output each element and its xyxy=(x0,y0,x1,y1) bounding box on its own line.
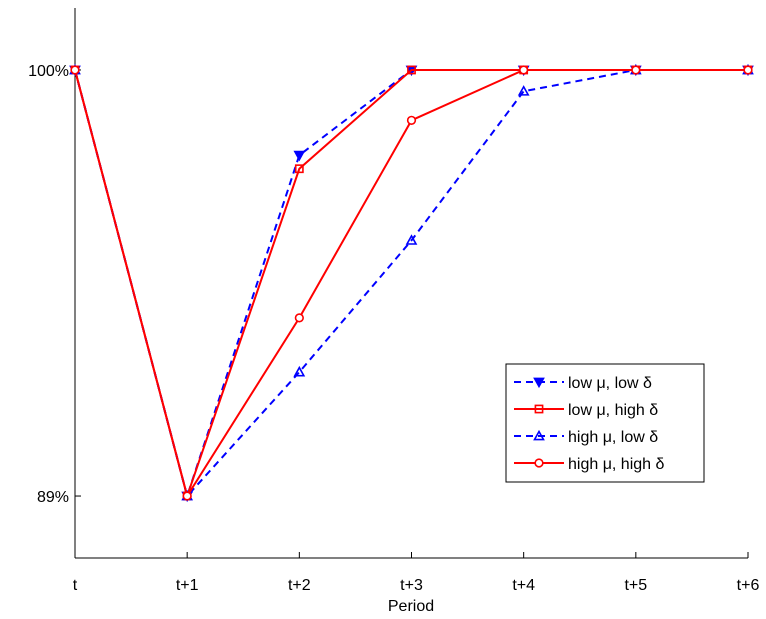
data-point-circle xyxy=(406,115,417,125)
data-point-square xyxy=(294,164,304,174)
x-tick-label: t+2 xyxy=(288,577,311,594)
x-axis-label: Period xyxy=(388,598,434,615)
data-point-triangle-up xyxy=(533,429,545,441)
legend-entry: low μ, low δ xyxy=(514,375,652,392)
y-tick-label: 100% xyxy=(28,63,69,80)
data-point-square xyxy=(407,65,416,75)
data-point-circle xyxy=(70,65,80,75)
legend-entry: high μ, high δ xyxy=(514,456,665,473)
data-point-triangle-up xyxy=(517,85,530,96)
x-tick-label: t+1 xyxy=(176,577,199,594)
x-tick-label: t+6 xyxy=(737,577,760,594)
data-point-triangle-up xyxy=(405,234,418,245)
y-tick-label: 89% xyxy=(37,489,69,506)
x-tick-label: t+3 xyxy=(400,577,423,594)
data-point-circle xyxy=(182,491,192,501)
legend-label: low μ, low δ xyxy=(568,375,652,392)
legend-label: high μ, high δ xyxy=(568,456,665,473)
series-layer xyxy=(69,63,754,503)
data-point-circle xyxy=(631,65,641,75)
legend-label: low μ, high δ xyxy=(568,402,658,419)
x-tick-label: t xyxy=(73,577,78,594)
axes: t t+1 t+2 t+3 t+4 t+5 t+6 89% 100% xyxy=(28,8,759,594)
data-point-triangle-down xyxy=(293,150,306,162)
legend-label: high μ, low δ xyxy=(568,429,658,446)
legend: low μ, low δ low μ, high δ high μ, low δ hi… xyxy=(505,363,705,483)
data-point-circle xyxy=(534,458,544,468)
legend-entry: high μ, low δ xyxy=(514,429,658,446)
x-tick-label: t+5 xyxy=(624,577,647,594)
data-point-circle xyxy=(519,65,529,75)
data-point-circle xyxy=(743,65,753,75)
data-point-square xyxy=(534,404,544,414)
data-point-triangle-down xyxy=(533,377,545,389)
x-tick-label: t+4 xyxy=(512,577,535,594)
data-point-circle xyxy=(294,313,304,323)
data-point-triangle-up xyxy=(293,365,306,377)
series-3 xyxy=(70,65,753,501)
legend-entry: low μ, high δ xyxy=(514,402,658,419)
